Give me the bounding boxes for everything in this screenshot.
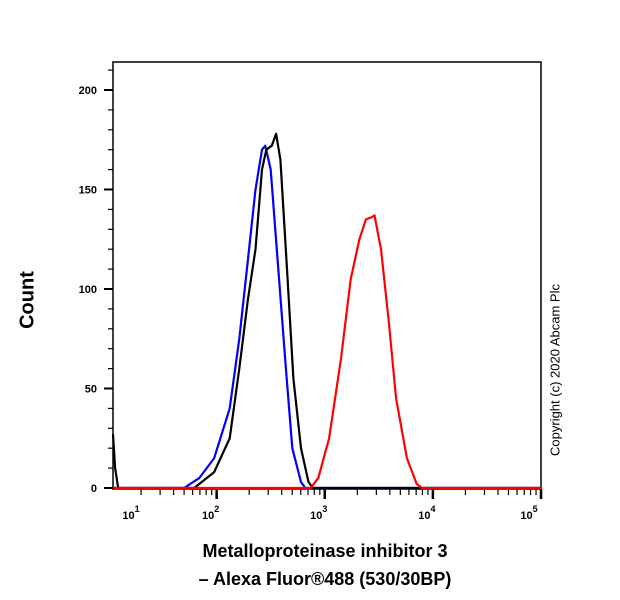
y-tick-label: 200 <box>79 85 97 97</box>
x-axis-label-line1: Metalloproteinase inhibitor 3 <box>202 541 448 561</box>
histogram-series-3 <box>113 214 541 490</box>
histogram-series-2 <box>111 132 541 490</box>
copyright-watermark: Copyright (c) 2020 Abcam Plc <box>547 284 563 456</box>
x-tick-label: 102 <box>202 504 219 522</box>
y-tick-label: 50 <box>85 384 97 396</box>
x-axis-label-line2: – Alexa Fluor®488 (530/30BP) <box>198 569 452 589</box>
y-tick-label: 150 <box>79 185 97 197</box>
plot-frame <box>112 61 542 490</box>
x-tick-label: 101 <box>122 504 139 522</box>
x-tick-label: 105 <box>520 504 537 522</box>
y-tick-label: 100 <box>79 284 97 296</box>
x-tick-label: 104 <box>418 504 435 522</box>
histogram-series-1 <box>113 144 541 490</box>
x-tick-label: 103 <box>310 504 327 522</box>
y-tick-label: 0 <box>91 483 97 495</box>
y-axis-label: Count <box>16 271 39 329</box>
